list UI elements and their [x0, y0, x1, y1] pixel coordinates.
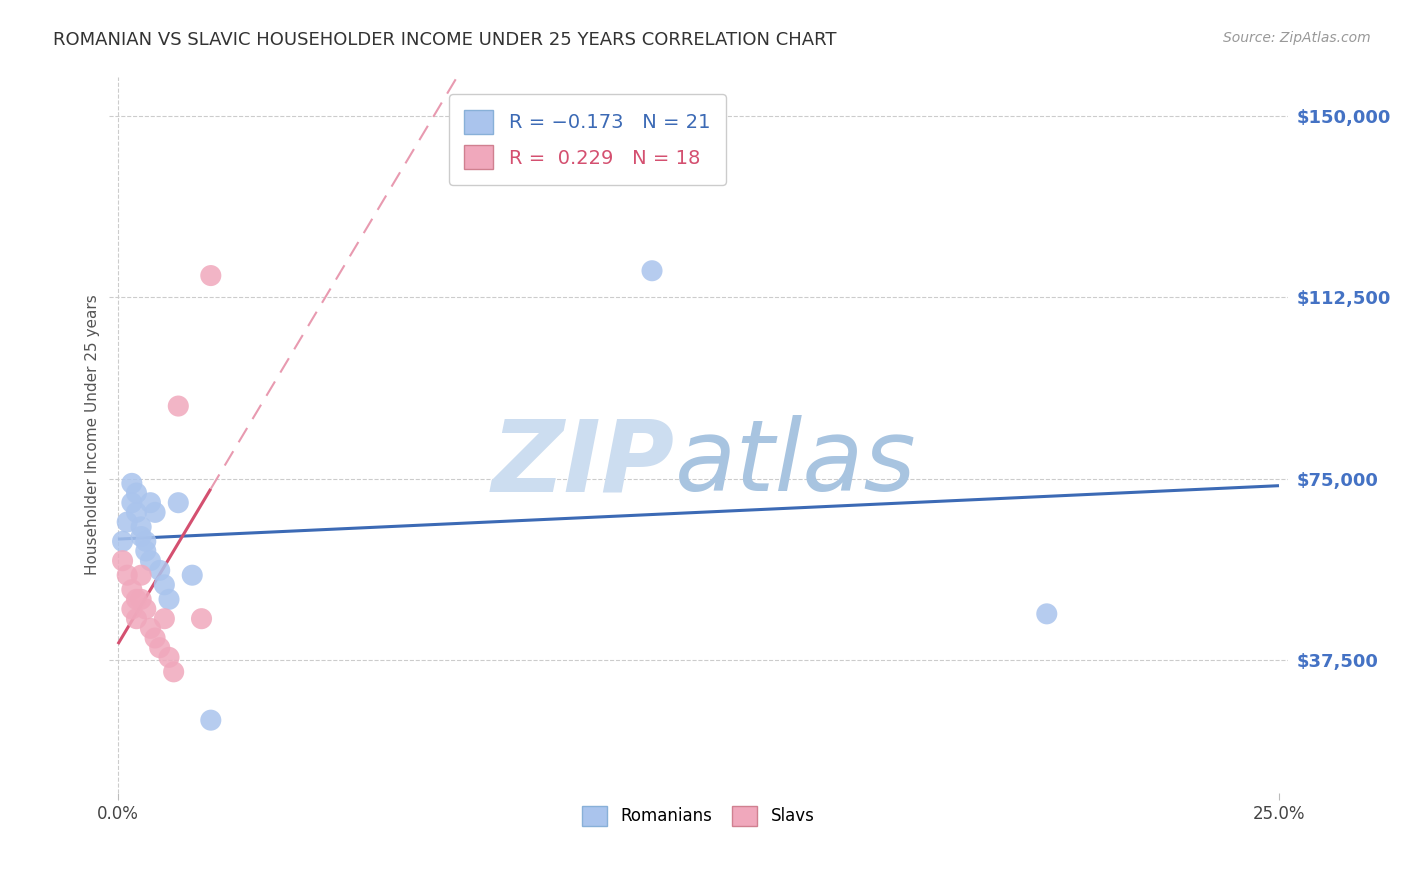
Point	[111, 554, 134, 568]
Point	[190, 612, 212, 626]
Point	[157, 650, 180, 665]
Text: atlas: atlas	[675, 415, 917, 512]
Point	[167, 496, 190, 510]
Point	[200, 268, 222, 283]
Point	[125, 612, 148, 626]
Point	[129, 520, 152, 534]
Point	[641, 264, 664, 278]
Legend: Romanians, Slavs: Romanians, Slavs	[574, 797, 823, 834]
Y-axis label: Householder Income Under 25 years: Householder Income Under 25 years	[86, 294, 100, 575]
Point	[153, 612, 176, 626]
Point	[139, 496, 162, 510]
Point	[139, 621, 162, 635]
Point	[125, 486, 148, 500]
Point	[121, 476, 143, 491]
Point	[129, 568, 152, 582]
Point	[121, 496, 143, 510]
Point	[115, 568, 138, 582]
Point	[125, 592, 148, 607]
Point	[135, 602, 157, 616]
Point	[111, 534, 134, 549]
Point	[125, 505, 148, 519]
Text: ROMANIAN VS SLAVIC HOUSEHOLDER INCOME UNDER 25 YEARS CORRELATION CHART: ROMANIAN VS SLAVIC HOUSEHOLDER INCOME UN…	[53, 31, 837, 49]
Point	[129, 529, 152, 543]
Point	[153, 578, 176, 592]
Point	[149, 640, 172, 655]
Point	[135, 544, 157, 558]
Point	[200, 713, 222, 727]
Point	[163, 665, 186, 679]
Point	[157, 592, 180, 607]
Text: ZIP: ZIP	[492, 415, 675, 512]
Point	[181, 568, 204, 582]
Point	[129, 592, 152, 607]
Point	[143, 631, 166, 645]
Text: Source: ZipAtlas.com: Source: ZipAtlas.com	[1223, 31, 1371, 45]
Point	[115, 515, 138, 529]
Point	[143, 505, 166, 519]
Point	[1036, 607, 1059, 621]
Point	[121, 602, 143, 616]
Point	[121, 582, 143, 597]
Point	[167, 399, 190, 413]
Point	[139, 554, 162, 568]
Point	[149, 563, 172, 577]
Point	[135, 534, 157, 549]
